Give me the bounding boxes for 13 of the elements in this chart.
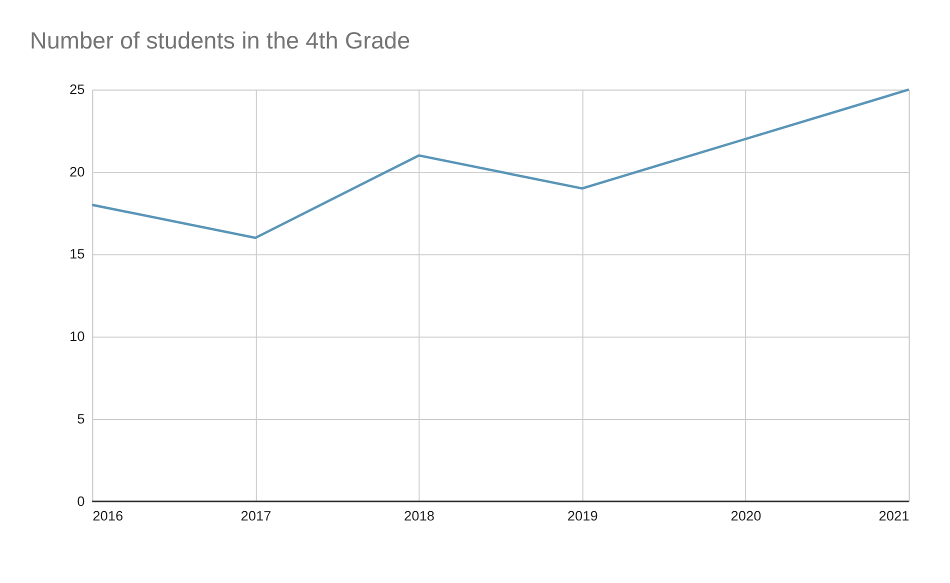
chart-title: Number of students in the 4th Grade	[30, 27, 410, 54]
x-tick-label: 2016	[92, 508, 124, 524]
x-tick-label: 2018	[404, 508, 435, 524]
y-tick-label: 20	[70, 164, 86, 180]
x-tick-label: 2020	[730, 508, 762, 524]
y-tick-label: 25	[70, 82, 86, 97]
x-tick-label: 2021	[878, 508, 910, 524]
y-tick-label: 0	[77, 494, 86, 509]
x-tick-label: 2019	[567, 508, 598, 524]
y-tick-label: 15	[70, 246, 86, 262]
y-tick-label: 5	[77, 411, 86, 426]
x-tick-label: 2017	[240, 508, 272, 524]
y-tick-label: 10	[70, 329, 86, 344]
